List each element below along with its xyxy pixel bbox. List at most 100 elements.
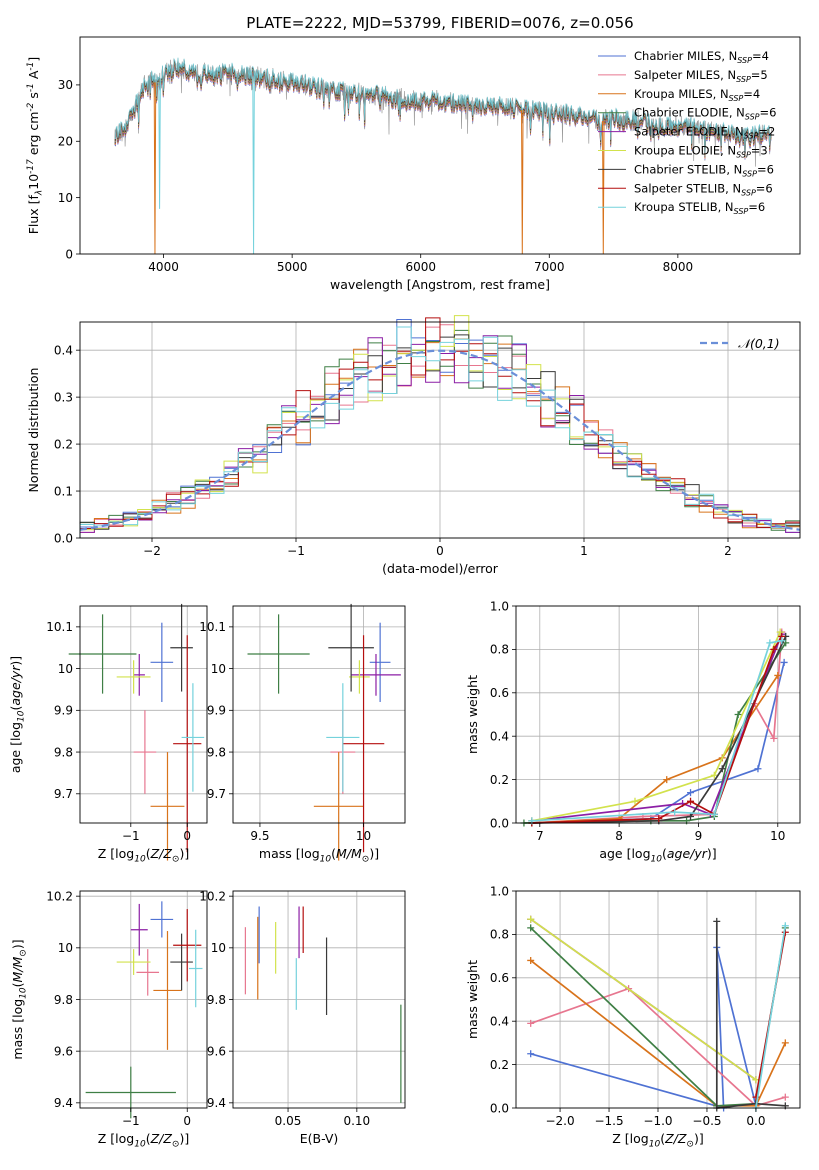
axes-frame <box>79 36 801 255</box>
weight-marker <box>710 771 718 779</box>
errorbar-point-4 <box>130 903 148 956</box>
y-tick-label: 0.3 <box>54 390 73 404</box>
y-tick-label: 10.1 <box>199 620 226 634</box>
y-tick-label: 9.7 <box>207 787 226 801</box>
axes-frame <box>515 890 801 1109</box>
age-vs-metallicity-panel: −1 0 9.7 9.8 9.9 10 10.1 Z [log10(Z/Z⊙)] age [lo… <box>8 603 208 865</box>
y-tick-label: 10 <box>211 662 226 676</box>
errorbar-point-6 <box>170 933 193 991</box>
x-tick-label: 9.5 <box>250 829 269 843</box>
y-tick-label: 20 <box>58 135 73 149</box>
y-tick-label: 30 <box>58 78 73 92</box>
weight-series-2 <box>531 674 779 824</box>
legend-entry-3: Chabrier ELODIE, NSSP=6 <box>634 106 776 122</box>
weight-marker <box>781 1039 789 1047</box>
y-tick-label: 0.8 <box>490 928 509 942</box>
model-spectrum-8 <box>114 57 772 154</box>
y-tick-label: 0.0 <box>490 1101 509 1115</box>
x-axis-label: wavelength [Angstrom, rest frame] <box>330 277 550 292</box>
normal-reference-curve <box>79 349 801 531</box>
y-tick-label: 10 <box>58 662 73 676</box>
errorbar-point-8 <box>326 683 360 792</box>
weight-marker <box>687 812 695 820</box>
y-tick-label: 9.4 <box>207 1096 226 1110</box>
weight-marker <box>687 789 695 797</box>
weight-marker <box>718 765 726 773</box>
weight-marker <box>734 711 742 718</box>
y-tick-label: 0.2 <box>490 773 509 787</box>
errorbar-point-5 <box>349 660 370 694</box>
legend-entry-0: Chabrier MILES, NSSP=4 <box>634 49 769 65</box>
errorbar-point-5 <box>116 660 151 694</box>
figure-title: PLATE=2222, MJD=53799, FIBERID=0076, z=0… <box>246 14 633 32</box>
absorption-dip <box>252 76 255 254</box>
errorbar-point-5 <box>116 949 151 975</box>
weight-marker <box>713 917 721 925</box>
y-tick-label: 10.2 <box>199 889 226 903</box>
x-tick-label: 0 <box>183 829 191 843</box>
y-tick-label: 0.4 <box>490 730 509 744</box>
weight-marker <box>770 645 778 653</box>
errorbar-point-6 <box>170 603 193 692</box>
y-axis-label: Flux [fλ10-17 erg cm-2 s-1 A-1] <box>26 57 45 235</box>
y-tick-label: 9.8 <box>54 745 73 759</box>
weight-marker <box>527 956 535 964</box>
legend-entry-8: Kroupa STELIB, NSSP=6 <box>634 200 765 216</box>
y-tick-label: 9.9 <box>54 704 73 718</box>
y-axis-label: age [log10(age/yr)] <box>8 656 27 773</box>
x-tick-label: 0.10 <box>343 1114 370 1128</box>
weight-series-8 <box>755 925 787 1109</box>
weight-series-1 <box>530 987 786 1107</box>
y-tick-label: 10 <box>58 941 73 955</box>
y-tick-label: 9.6 <box>54 1044 73 1058</box>
plot-area <box>520 628 790 827</box>
y-tick-label: 0.0 <box>490 816 509 830</box>
y-tick-label: 1.0 <box>490 884 509 898</box>
weight-marker <box>527 924 535 932</box>
weight-marker <box>671 808 679 816</box>
y-tick-label: 1.0 <box>490 599 509 613</box>
x-tick-label: −2 <box>143 544 161 558</box>
y-tick-label: 0 <box>65 247 73 261</box>
plot-area <box>527 915 789 1112</box>
weight-series-6 <box>531 636 787 824</box>
x-axis-label: mass [log10(M/M⊙)] <box>259 846 379 865</box>
x-tick-label: −2.0 <box>545 1114 574 1128</box>
mass-vs-ebv-panel: 0.05 0.10 9.4 9.6 9.8 10 10.2 E(B-V) <box>199 889 406 1146</box>
y-tick-label: 9.8 <box>207 745 226 759</box>
weight-series-4 <box>531 633 783 822</box>
plot-area <box>247 603 401 861</box>
weight-marker <box>631 797 639 805</box>
y-tick-label: 9.8 <box>54 993 73 1007</box>
legend-entry-4: Salpeter ELODIE, NSSP=2 <box>634 125 775 141</box>
mass-weight-vs-age-panel: 7 8 9 10 0.0 0.2 0.4 0.6 0.8 1.0 age [log10(age/yr… <box>465 599 801 865</box>
y-tick-label: 10 <box>211 941 226 955</box>
weight-marker <box>754 765 762 773</box>
y-tick-label: 0.1 <box>54 484 73 498</box>
legend-entry-1: Salpeter MILES, NSSP=5 <box>634 68 768 84</box>
x-tick-label: 5000 <box>277 260 308 274</box>
y-tick-label: 0.2 <box>490 1058 509 1072</box>
y-tick-label: 9.8 <box>207 993 226 1007</box>
weight-marker <box>766 639 774 647</box>
x-tick-label: −1 <box>122 829 140 843</box>
weight-marker <box>527 915 535 923</box>
legend-entry-7: Salpeter STELIB, NSSP=6 <box>634 181 773 197</box>
x-tick-label: 0 <box>436 544 444 558</box>
x-axis-label: (data-model)/error <box>382 561 499 576</box>
y-axis-label: mass [log10(M/M⊙)] <box>10 939 29 1059</box>
plot-area <box>85 901 203 1119</box>
errorbar-point-7 <box>173 635 202 853</box>
errorbar-point-4 <box>133 653 145 696</box>
y-tick-label: 9.7 <box>54 787 73 801</box>
y-tick-label: 0.4 <box>54 343 73 357</box>
errorbar-point-7 <box>173 909 202 982</box>
y-tick-label: 0.0 <box>54 531 73 545</box>
y-tick-label: 9.4 <box>54 1096 73 1110</box>
errorbar-point-0 <box>150 901 174 938</box>
axes-frame <box>232 890 406 1109</box>
errorbar-point-0 <box>150 622 174 702</box>
axes-frame <box>515 605 801 824</box>
x-tick-label: 1 <box>580 544 588 558</box>
